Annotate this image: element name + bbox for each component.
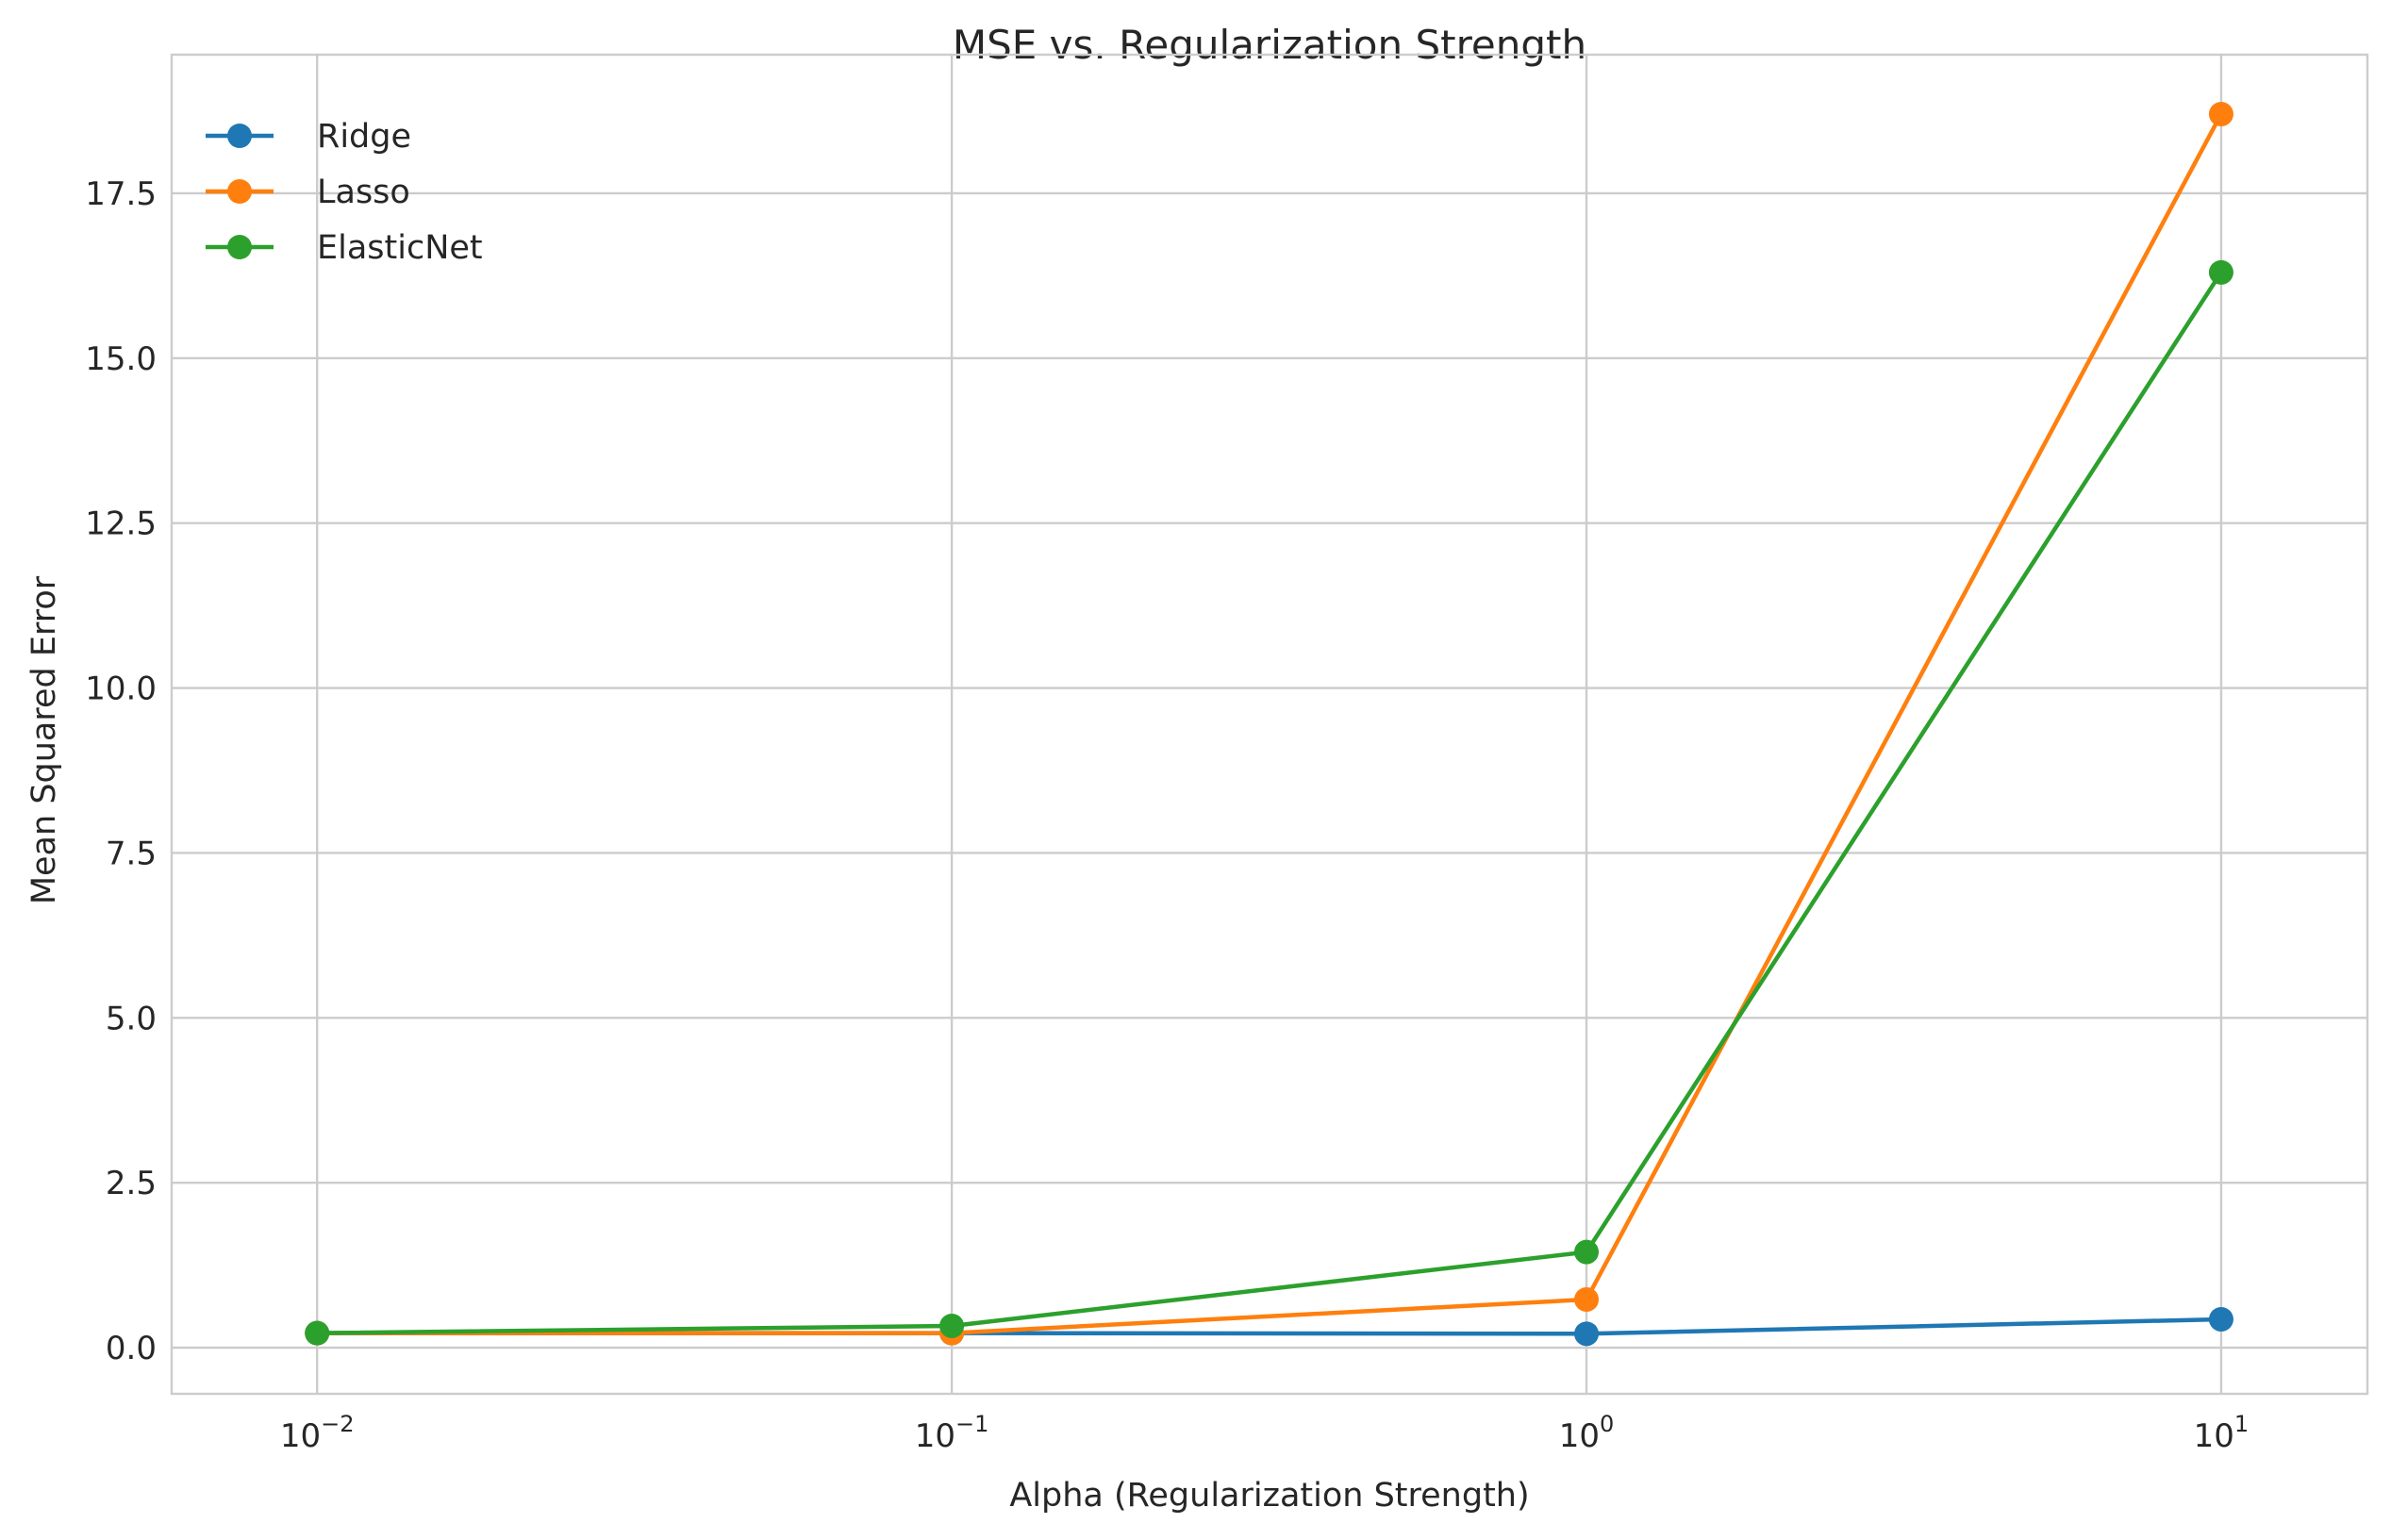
y-tick-label: 17.5 xyxy=(85,175,157,213)
legend-item: Lasso xyxy=(206,174,410,211)
data-point xyxy=(1574,1286,1600,1312)
legend-label: ElasticNet xyxy=(317,229,483,267)
legend-marker xyxy=(227,179,252,204)
legend-label: Lasso xyxy=(317,174,410,211)
y-tick-labels: 0.0 2.5 5.0 7.5 10.0 12.5 15.0 17.5 xyxy=(85,175,157,1367)
y-tick-label: 5.0 xyxy=(106,1000,157,1037)
series-line xyxy=(314,270,2224,1335)
y-axis-label: Mean Squared Error xyxy=(25,575,63,904)
data-point xyxy=(939,1313,965,1338)
data-point xyxy=(2208,1306,2233,1332)
x-axis-label: Alpha (Regularization Strength) xyxy=(1009,1477,1529,1515)
series-layer xyxy=(305,101,2233,1347)
legend-marker xyxy=(227,235,252,259)
legend-item: ElasticNet xyxy=(206,229,483,267)
data-point xyxy=(305,1320,330,1346)
data-point xyxy=(1574,1321,1600,1347)
data-point xyxy=(2208,259,2233,285)
plot-area-frame xyxy=(170,53,2369,1396)
y-tick-label: 0.0 xyxy=(106,1330,157,1367)
x-tick-labels: 10−2 10−1 100 101 xyxy=(280,1411,2249,1455)
x-tick-label: 10−2 xyxy=(280,1411,355,1455)
legend-item: Ridge xyxy=(206,118,411,156)
legend-marker xyxy=(227,124,252,148)
data-point xyxy=(1574,1239,1600,1265)
x-tick-label: 101 xyxy=(2194,1411,2250,1455)
legend: Ridge Lasso ElasticNet xyxy=(206,118,483,267)
y-tick-label: 7.5 xyxy=(106,835,157,872)
y-tick-label: 2.5 xyxy=(106,1165,157,1202)
series-elasticnet xyxy=(305,259,2233,1346)
chart-title: MSE vs. Regularization Strength xyxy=(953,22,1586,68)
x-tick-label: 100 xyxy=(1559,1411,1615,1455)
y-tick-label: 12.5 xyxy=(85,505,157,543)
y-tick-label: 15.0 xyxy=(85,340,157,378)
series-line xyxy=(314,111,2224,1335)
y-tick-label: 10.0 xyxy=(85,671,157,708)
data-point xyxy=(2208,101,2233,126)
legend-label: Ridge xyxy=(317,118,411,156)
x-tick-label: 10−1 xyxy=(915,1411,989,1455)
